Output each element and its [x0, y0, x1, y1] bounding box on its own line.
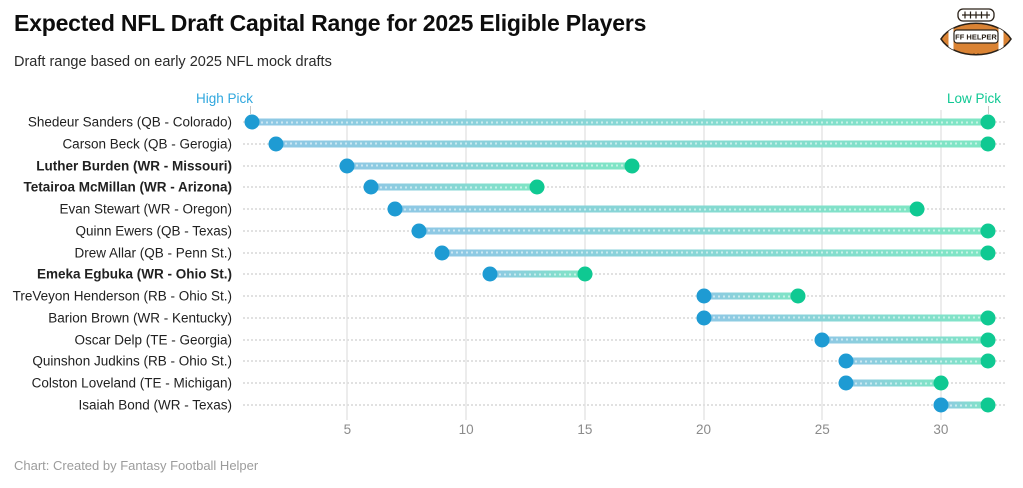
high-pick-dot — [838, 353, 854, 369]
low-pick-dot — [980, 353, 996, 369]
gridline — [821, 110, 824, 420]
low-pick-dot — [577, 266, 593, 282]
high-pick-dot — [339, 158, 355, 174]
low-pick-dot — [980, 245, 996, 261]
player-label: Luther Burden (WR - Missouri) — [36, 158, 232, 174]
low-pick-dot — [980, 136, 996, 152]
high-pick-dot — [244, 114, 260, 130]
gridline — [702, 110, 705, 420]
high-pick-dot — [696, 310, 712, 326]
axis-tick-label: 15 — [577, 422, 593, 437]
player-label: Quinn Ewers (QB - Texas) — [75, 223, 232, 239]
row-leader-line — [243, 404, 1005, 406]
range-bar — [845, 357, 989, 365]
player-label: Oscar Delp (TE - Georgia) — [74, 332, 232, 348]
axis-tick-label: 30 — [933, 422, 949, 437]
low-pick-dot — [980, 397, 996, 413]
chart-subtitle: Draft range based on early 2025 NFL mock… — [14, 54, 332, 70]
player-label: Evan Stewart (WR - Oregon) — [59, 201, 232, 217]
player-label: Carson Beck (QB - Gerogia) — [62, 136, 232, 152]
range-bar — [394, 205, 918, 213]
range-bar — [252, 118, 989, 126]
range-bar — [822, 336, 989, 344]
row-leader-line — [243, 316, 1005, 319]
low-pick-dot — [790, 288, 806, 304]
gridline — [346, 110, 349, 420]
player-label: Quinshon Judkins (RB - Ohio St.) — [32, 353, 232, 369]
high-pick-dot — [482, 266, 498, 282]
player-label: Drew Allar (QB - Penn St.) — [74, 245, 232, 261]
high-pick-dot — [434, 245, 450, 261]
player-label: Barion Brown (WR - Kentucky) — [48, 310, 232, 326]
gridline — [583, 110, 586, 420]
player-label: Tetairoa McMillan (WR - Arizona) — [23, 179, 232, 195]
range-bar — [276, 140, 989, 148]
player-label: TreVeyon Henderson (RB - Ohio St.) — [12, 288, 232, 304]
range-bar — [418, 227, 989, 235]
range-bar — [371, 183, 538, 191]
ff-helper-logo: FF HELPER — [940, 8, 1012, 56]
football-icon: FF HELPER — [940, 8, 1012, 56]
low-pick-dot — [933, 375, 949, 391]
player-label: Shedeur Sanders (QB - Colorado) — [27, 114, 232, 130]
row-leader-line — [243, 360, 1005, 363]
high-pick-dot — [696, 288, 712, 304]
low-pick-dot — [980, 332, 996, 348]
row-leader-line — [243, 295, 1005, 298]
high-pick-dot — [814, 332, 830, 348]
player-label: Colston Loveland (TE - Michigan) — [31, 375, 232, 391]
range-bar — [703, 292, 799, 300]
chart-credit: Chart: Created by Fantasy Football Helpe… — [14, 458, 259, 473]
axis-tick-label: 10 — [458, 422, 474, 437]
high-pick-dot — [411, 223, 427, 239]
high-pick-dot — [838, 375, 854, 391]
logo-text: FF HELPER — [955, 33, 997, 42]
low-pick-tick — [988, 106, 989, 114]
range-bar — [442, 249, 989, 257]
gridline — [939, 110, 942, 420]
range-bar — [703, 314, 989, 322]
range-bar — [845, 379, 941, 387]
gridline — [465, 110, 468, 420]
range-bar — [940, 401, 989, 409]
row-leader-line — [243, 382, 1005, 385]
low-pick-dot — [980, 114, 996, 130]
axis-tick-label: 20 — [696, 422, 712, 437]
high-pick-tick — [250, 106, 251, 114]
high-pick-dot — [268, 136, 284, 152]
axis-tick-label: 5 — [343, 422, 352, 437]
player-label: Isaiah Bond (WR - Texas) — [78, 397, 232, 413]
player-label: Emeka Egbuka (WR - Ohio St.) — [36, 266, 232, 282]
page-title: Expected NFL Draft Capital Range for 202… — [14, 10, 647, 36]
row-leader-line — [243, 273, 1005, 276]
axis-tick-label: 25 — [814, 422, 830, 437]
low-pick-dot — [980, 310, 996, 326]
low-pick-dot — [624, 158, 640, 174]
high-pick-label: High Pick — [195, 91, 253, 106]
range-bar — [347, 162, 633, 170]
high-pick-dot — [363, 179, 379, 195]
row-leader-line — [243, 338, 1005, 341]
range-bar — [489, 270, 585, 278]
high-pick-dot — [387, 201, 403, 217]
low-pick-dot — [980, 223, 996, 239]
row-leader-line — [243, 186, 1005, 189]
low-pick-dot — [909, 201, 925, 217]
low-pick-label: Low Pick — [946, 91, 1002, 106]
high-pick-dot — [933, 397, 949, 413]
low-pick-dot — [529, 179, 545, 195]
